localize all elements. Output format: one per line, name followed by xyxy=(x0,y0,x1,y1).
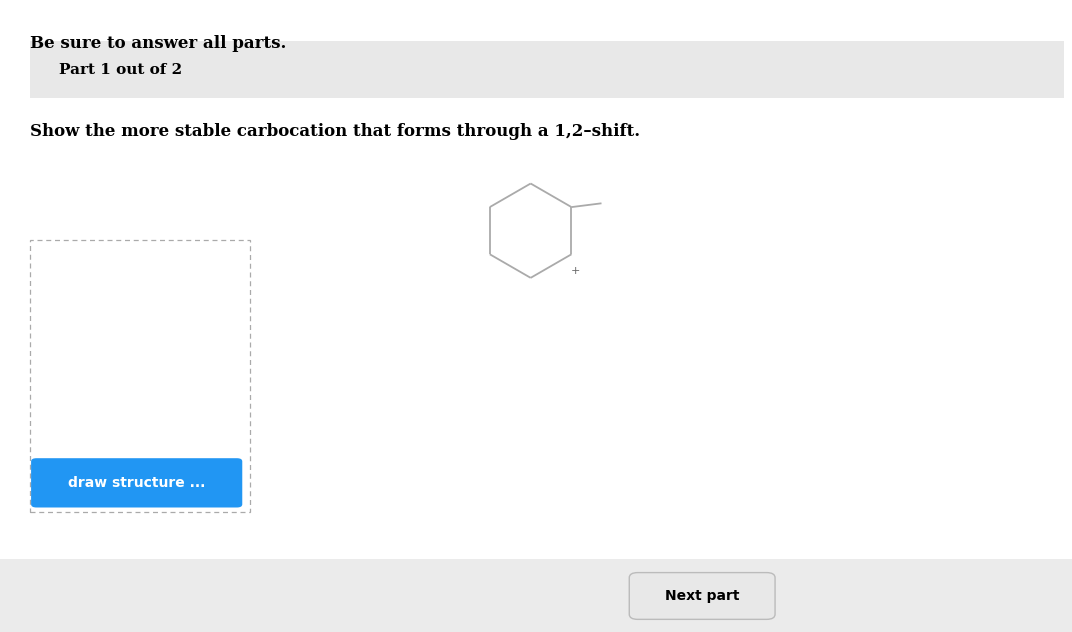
Bar xyxy=(30,240,250,512)
Bar xyxy=(30,41,1064,98)
FancyBboxPatch shape xyxy=(629,573,775,619)
Text: Show the more stable carbocation that forms through a 1,2–shift.: Show the more stable carbocation that fo… xyxy=(30,123,640,140)
Text: draw structure ...: draw structure ... xyxy=(68,476,206,490)
Text: Be sure to answer all parts.: Be sure to answer all parts. xyxy=(30,35,286,52)
Bar xyxy=(0,559,1072,632)
Text: Next part: Next part xyxy=(665,589,740,603)
Text: +: + xyxy=(571,265,580,276)
Text: Part 1 out of 2: Part 1 out of 2 xyxy=(59,63,182,76)
FancyBboxPatch shape xyxy=(31,458,242,507)
